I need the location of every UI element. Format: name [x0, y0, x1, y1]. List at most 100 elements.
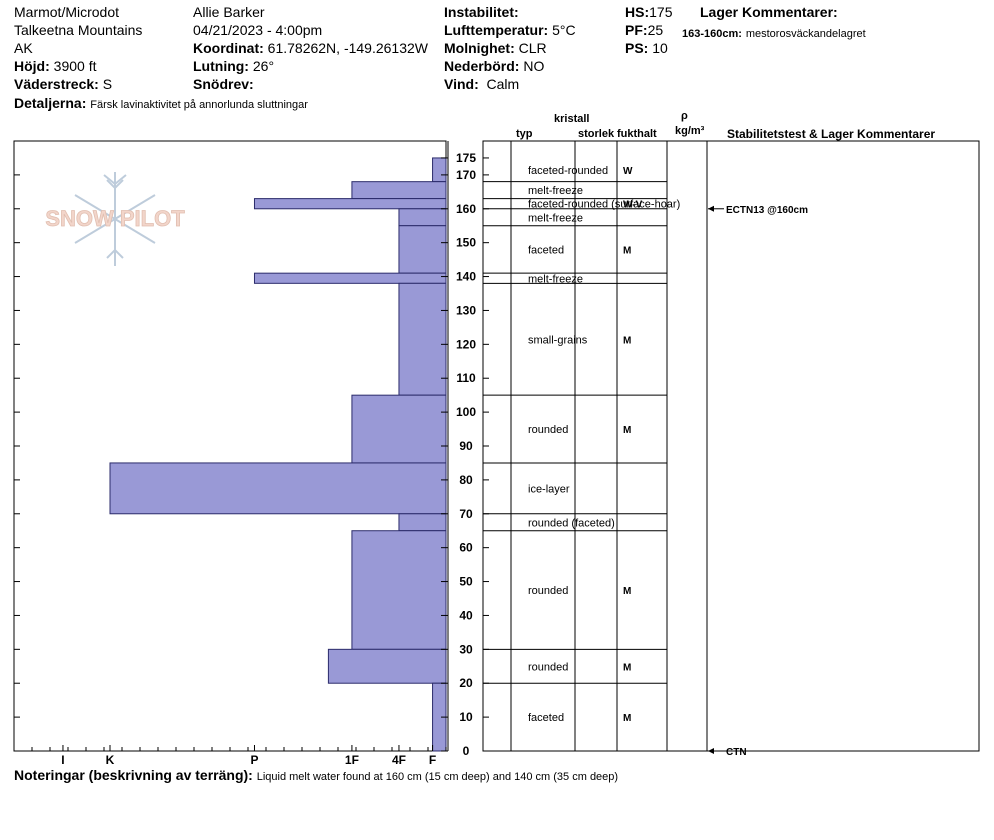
moisture-label-2: W-V	[623, 200, 643, 211]
slope-value: 26°	[252, 58, 275, 74]
moisture-label-7: M	[623, 425, 631, 436]
depth-label-60: 60	[459, 541, 473, 555]
column-size: storlek	[578, 128, 615, 140]
depth-label-70: 70	[459, 507, 473, 521]
hs-value: 175	[649, 4, 673, 20]
depth-label-50: 50	[459, 575, 473, 589]
moisture-label-12: M	[623, 713, 631, 724]
air-temp-label: Lufttemperatur:	[444, 22, 549, 38]
depth-label-80: 80	[459, 473, 473, 487]
wind-value: Calm	[486, 76, 520, 92]
moisture-label-10: M	[623, 586, 631, 597]
wind-loading-label: Snödrev:	[193, 76, 254, 92]
depth-label-30: 30	[459, 642, 473, 656]
grain-type-label-8: ice-layer	[528, 483, 570, 495]
grain-type-label-7: rounded	[528, 424, 568, 436]
instability-label: Instabilitet:	[444, 4, 519, 20]
hardness-bar-2	[253, 198, 447, 210]
wind-label: Vind:	[444, 76, 479, 92]
column-stability: Stabilitetstest & Lager Kommentarer	[727, 127, 936, 141]
observer-name: Allie Barker	[193, 4, 265, 20]
aspect-row: Väderstreck: S	[14, 76, 112, 92]
hardness-bar-10	[351, 530, 447, 650]
precip-row: Nederbörd: NO	[444, 58, 544, 74]
elevation-label: Höjd:	[14, 58, 50, 74]
notes-row: Noteringar (beskrivning av terräng): Liq…	[14, 767, 618, 785]
air-temp-value: 5°C	[552, 22, 576, 38]
snowpilot-logo: SNOW PILOT	[45, 172, 186, 266]
depth-label-160: 160	[456, 202, 476, 216]
precip-value: NO	[523, 58, 545, 74]
column-crystal: kristall	[554, 113, 590, 125]
grain-type-label-9: rounded (faceted)	[528, 517, 615, 529]
hardness-bar-11	[327, 648, 447, 684]
grain-type-label-1: melt-freeze	[528, 185, 583, 197]
moisture-label-11: M	[623, 662, 631, 673]
hardness-bar-6	[398, 282, 447, 396]
wind-row: Vind: Calm	[444, 76, 519, 92]
moisture-label-4: M	[623, 245, 631, 256]
air-temp-row: Lufttemperatur: 5°C	[444, 22, 576, 38]
grain-type-label-10: rounded	[528, 585, 568, 597]
hardness-bar-7	[351, 394, 447, 464]
depth-axis: 0 10 20 30 40 50 60 70 80 90 100 110 120 130 140 150 160…	[441, 151, 489, 758]
elevation-row: Höjd: 3900 ft	[14, 58, 96, 74]
precip-label: Nederbörd:	[444, 58, 520, 74]
stability-tests: ECTN13 @160cm CTN	[708, 205, 808, 758]
wind-loading-row: Snödrev:	[193, 76, 254, 92]
hs-label: HS:	[625, 4, 650, 20]
coordinates-label: Koordinat:	[193, 40, 264, 56]
stability-test-arrowhead-1	[708, 748, 714, 754]
layer-comment-range: 163-160cm:	[682, 28, 742, 40]
instability-row: Instabilitet:	[444, 4, 519, 20]
grain-type-label-5: melt-freeze	[528, 273, 583, 285]
state: AK	[14, 40, 33, 56]
sky-label: Molnighet:	[444, 40, 515, 56]
stratigraphy-layers: faceted-rounded Wmelt-freezefaceted-round…	[483, 165, 680, 752]
depth-label-120: 120	[456, 337, 476, 351]
depth-label-110: 110	[456, 371, 476, 385]
grain-type-label-6: small-grains	[528, 334, 588, 346]
depth-label-100: 100	[456, 405, 476, 419]
layer-comments-heading: Lager Kommentarer:	[700, 4, 838, 20]
location-name: Marmot/Microdot	[14, 4, 120, 20]
stability-test-label-0: ECTN13 @160cm	[726, 205, 808, 216]
grain-type-label-11: rounded	[528, 661, 568, 673]
grain-type-label-2: faceted-rounded (surface-hoar)	[528, 199, 680, 211]
hardness-bar-5	[253, 272, 447, 284]
hardness-bar-9	[398, 513, 447, 532]
observation-datetime: 04/21/2023 - 4:00pm	[193, 22, 323, 38]
mountain-range: Talkeetna Mountains	[14, 22, 143, 38]
slope-row: Lutning: 26°	[193, 58, 274, 74]
ps-row: PS: 10	[625, 40, 668, 56]
sky-row: Molnighet: CLR	[444, 40, 547, 56]
hardness-label-F: F	[429, 753, 436, 767]
depth-label-170: 170	[456, 168, 476, 182]
depth-label-150: 150	[456, 236, 476, 250]
depth-label-140: 140	[456, 270, 476, 284]
hardness-bar-4	[398, 225, 447, 274]
ps-label: PS:	[625, 40, 649, 56]
left-tick-marks	[14, 174, 20, 718]
notes-label: Noteringar (beskrivning av terräng):	[14, 767, 253, 783]
column-density: kg/m³	[675, 125, 705, 137]
layer-comment-row: 163-160cm: mestorosväckandelagret	[682, 24, 866, 42]
column-type: typ	[516, 128, 533, 140]
hardness-bar-0	[432, 157, 447, 183]
grain-type-label-4: faceted	[528, 244, 564, 256]
ps-value: 10	[652, 40, 668, 56]
hardness-label-I: I	[61, 753, 64, 767]
layer-comment-text: mestorosväckandelagret	[745, 28, 866, 40]
depth-label-40: 40	[459, 608, 473, 622]
hardness-bar-1	[351, 181, 447, 200]
hardness-label-4F: 4F	[392, 753, 406, 767]
elevation-value: 3900 ft	[53, 58, 97, 74]
grain-type-label-3: melt-freeze	[528, 212, 583, 224]
depth-label-20: 20	[459, 676, 473, 690]
hardness-label-1F: 1F	[345, 753, 359, 767]
sky-value: CLR	[518, 40, 547, 56]
aspect-value: S	[102, 76, 113, 92]
hardness-label-K: K	[106, 753, 115, 767]
hardness-bar-3	[398, 208, 447, 227]
